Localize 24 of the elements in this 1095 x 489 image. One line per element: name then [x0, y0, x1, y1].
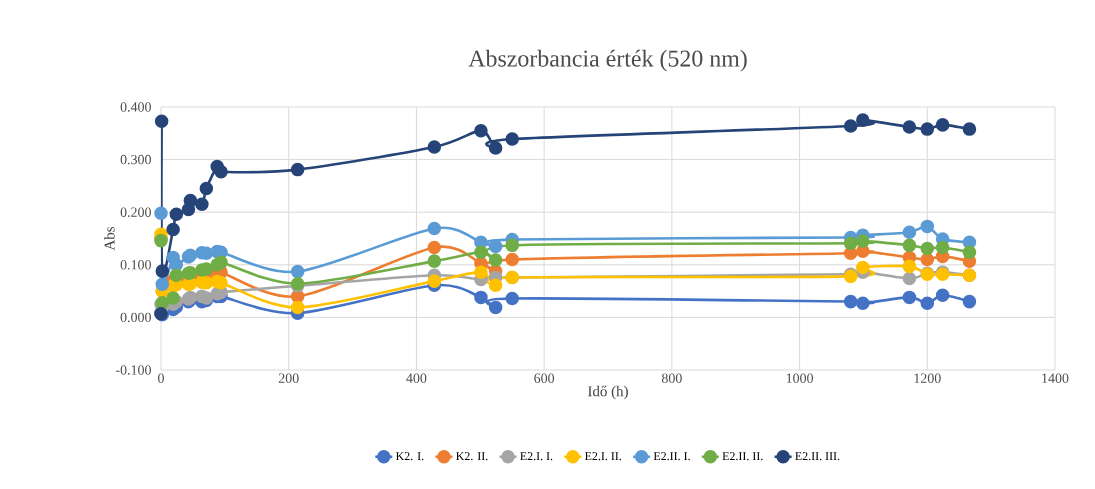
x-tick-label: 1400 — [1042, 373, 1069, 383]
legend-label: E2.II. I. — [653, 452, 690, 461]
legend-label: E2.I. I. — [520, 452, 553, 461]
y-tick-label: 0.200 — [120, 207, 151, 217]
legend-label: E2.II. II. — [722, 452, 763, 461]
y-tick-label: -0.100 — [115, 365, 151, 375]
chart-title: Abszorbancia érték (520 nm) — [468, 49, 747, 72]
x-tick-label: 600 — [534, 373, 555, 383]
y-axis-title: Abs — [104, 227, 115, 251]
legend-label: E2.I. II. — [584, 452, 621, 461]
x-tick-label: 0 — [158, 373, 164, 383]
legend-label: K2. I. — [395, 452, 424, 461]
x-tick-label: 800 — [661, 373, 682, 383]
legend-label: E2.II. III. — [795, 452, 840, 461]
legend-label: K2. II. — [456, 452, 488, 461]
x-tick-label: 1200 — [914, 373, 941, 383]
x-tick-label: 400 — [406, 373, 427, 383]
y-tick-label: 0.100 — [120, 260, 151, 270]
x-axis-title: Idő (h) — [588, 385, 628, 400]
y-tick-label: 0.400 — [120, 102, 151, 112]
y-tick-label: 0.300 — [120, 154, 151, 165]
y-tick-label: 0.000 — [120, 312, 151, 323]
x-tick-label: 1000 — [786, 373, 813, 383]
x-tick-label: 200 — [278, 373, 299, 383]
